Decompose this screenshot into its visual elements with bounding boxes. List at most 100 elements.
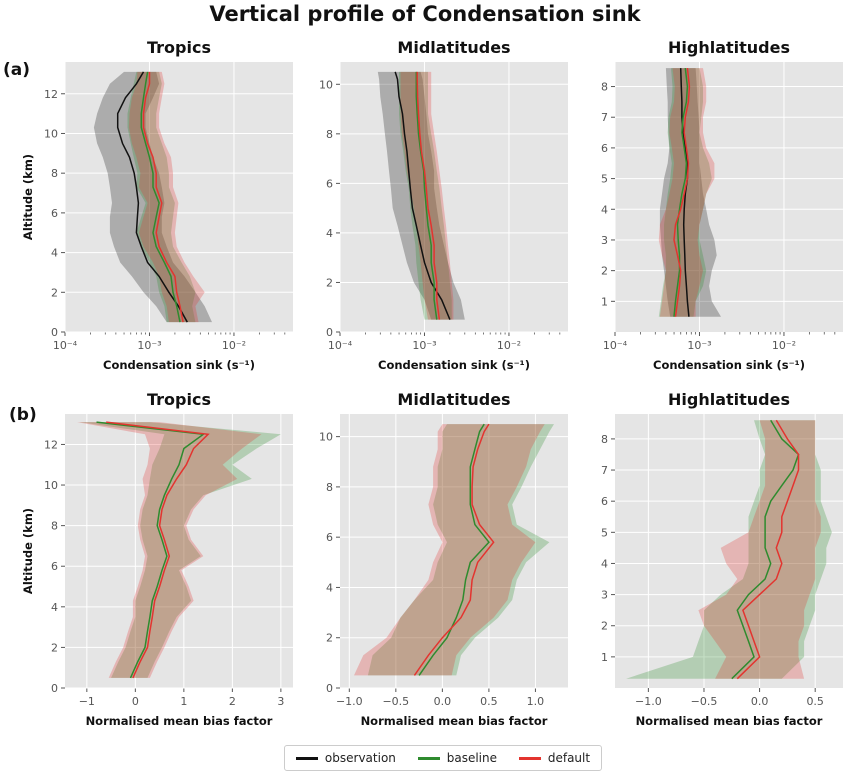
y-tick-label: 4 — [51, 247, 58, 260]
y-tick-label: 4 — [326, 227, 333, 240]
series-line-default — [142, 71, 184, 323]
y-tick-label: 4 — [51, 601, 58, 614]
x-tick-label: −1.0 — [635, 695, 662, 708]
x-axis-label: Normalised mean bias factor — [86, 714, 273, 728]
plot-background — [65, 414, 293, 688]
series-line-observation — [679, 68, 690, 317]
y-tick-label: 8 — [326, 128, 333, 141]
y-tick-label: 10 — [44, 479, 58, 492]
x-tick-label: 0 — [132, 695, 139, 708]
x-tick-label: 10⁻⁴ — [328, 339, 353, 352]
legend-label-observation: observation — [324, 751, 396, 765]
series-line-baseline — [96, 421, 206, 679]
series-line-default — [673, 68, 691, 317]
y-tick-label: 8 — [601, 433, 608, 446]
x-axis-label: Condensation sink (s⁻¹) — [378, 358, 530, 372]
y-axis-label: Altitude (km) — [21, 154, 35, 240]
y-tick-label: 5 — [601, 173, 608, 186]
series-line-baseline — [673, 68, 689, 317]
band-default — [354, 424, 545, 676]
y-tick-label: 10 — [319, 78, 333, 91]
y-tick-label: 2 — [51, 286, 58, 299]
y-tick-label: 8 — [51, 520, 58, 533]
series-line-baseline — [731, 419, 800, 680]
plot-background — [65, 62, 293, 332]
y-tick-label: 0 — [326, 682, 333, 695]
x-tick-label: −1 — [79, 695, 95, 708]
plot-background — [340, 414, 568, 688]
y-tick-label: 2 — [601, 620, 608, 633]
x-tick-label: 0.0 — [751, 695, 769, 708]
band-default — [658, 68, 715, 317]
chart-panel-6-highlatitudes: −1.0 −0.5 0.0 0.5 1 2 3 4 5 6 7 8 Highlatitudes Norma… — [601, 390, 843, 728]
band-baseline — [127, 71, 196, 323]
x-tick-label: −0.5 — [382, 695, 409, 708]
x-tick-label: 0.0 — [434, 695, 452, 708]
x-axis-label: Normalised mean bias factor — [636, 714, 823, 728]
legend-item-baseline: baseline — [417, 751, 497, 765]
band-baseline — [626, 420, 832, 679]
series-line-default — [106, 421, 210, 679]
x-tick-label: 0.5 — [480, 695, 498, 708]
plot-area — [93, 71, 212, 323]
y-tick-label: 5 — [601, 526, 608, 539]
chart-title: Tropics — [147, 38, 211, 57]
band-observation — [93, 71, 212, 323]
x-tick-label: 10⁻² — [497, 339, 521, 352]
y-tick-label: 2 — [601, 265, 608, 278]
band-observation — [377, 71, 465, 320]
y-tick-label: 7 — [601, 111, 608, 124]
figure-title: Vertical profile of Condensation sink — [209, 2, 641, 26]
legend: observation baseline default — [284, 745, 602, 771]
y-tick-label: 2 — [326, 276, 333, 289]
x-tick-label: 10⁻⁴ — [53, 339, 78, 352]
x-tick-label: 2 — [229, 695, 236, 708]
plot-area — [626, 419, 832, 680]
legend-swatch-default — [518, 756, 541, 760]
legend-item-observation: observation — [295, 751, 396, 765]
series-line-default — [413, 423, 495, 676]
x-tick-label: 10⁻² — [222, 339, 246, 352]
x-axis-label: Normalised mean bias factor — [361, 714, 548, 728]
series-line-baseline — [418, 423, 490, 676]
x-tick-label: 10⁻² — [772, 339, 796, 352]
x-tick-label: 3 — [277, 695, 284, 708]
x-axis-label: Condensation sink (s⁻¹) — [653, 358, 805, 372]
legend-swatch-observation — [295, 756, 318, 760]
y-tick-label: 0 — [51, 326, 58, 339]
x-tick-label: 1 — [180, 695, 187, 708]
chart-title: Highlatitudes — [668, 38, 790, 57]
plot-area — [77, 421, 281, 679]
series-line-default — [736, 419, 800, 680]
x-tick-label: 10⁻³ — [137, 339, 161, 352]
plot-area — [354, 423, 554, 676]
y-tick-label: 8 — [51, 167, 58, 180]
plot-area — [658, 68, 721, 317]
band-baseline — [367, 424, 554, 676]
plot-background — [615, 414, 843, 688]
y-tick-label: 6 — [51, 207, 58, 220]
y-tick-label: 8 — [326, 481, 333, 494]
plot-background — [615, 62, 843, 332]
y-tick-label: 10 — [44, 127, 58, 140]
y-tick-label: 6 — [601, 142, 608, 155]
legend-item-default: default — [518, 751, 590, 765]
band-baseline — [79, 422, 281, 678]
series-line-observation — [116, 71, 188, 323]
y-tick-label: 6 — [326, 531, 333, 544]
chart-panel-1-tropics: 10⁻⁴ 10⁻³ 10⁻² 0 2 4 6 8 10 12 Tropics Condensation… — [21, 38, 293, 372]
chart-panel-3-highlatitudes: 10⁻⁴ 10⁻³ 10⁻² 1 2 3 4 5 6 7 8 Highlatitudes Condens… — [601, 38, 843, 372]
y-tick-label: 2 — [326, 632, 333, 645]
band-default — [128, 71, 205, 323]
plot-area — [377, 71, 465, 320]
x-tick-label: 10⁻⁴ — [603, 339, 628, 352]
y-tick-label: 7 — [601, 464, 608, 477]
panel-label-a: (a) — [3, 60, 31, 80]
panel-label-b: (b) — [9, 405, 37, 425]
y-tick-label: 6 — [51, 560, 58, 573]
y-tick-label: 1 — [601, 295, 608, 308]
x-tick-label: −1.0 — [336, 695, 363, 708]
